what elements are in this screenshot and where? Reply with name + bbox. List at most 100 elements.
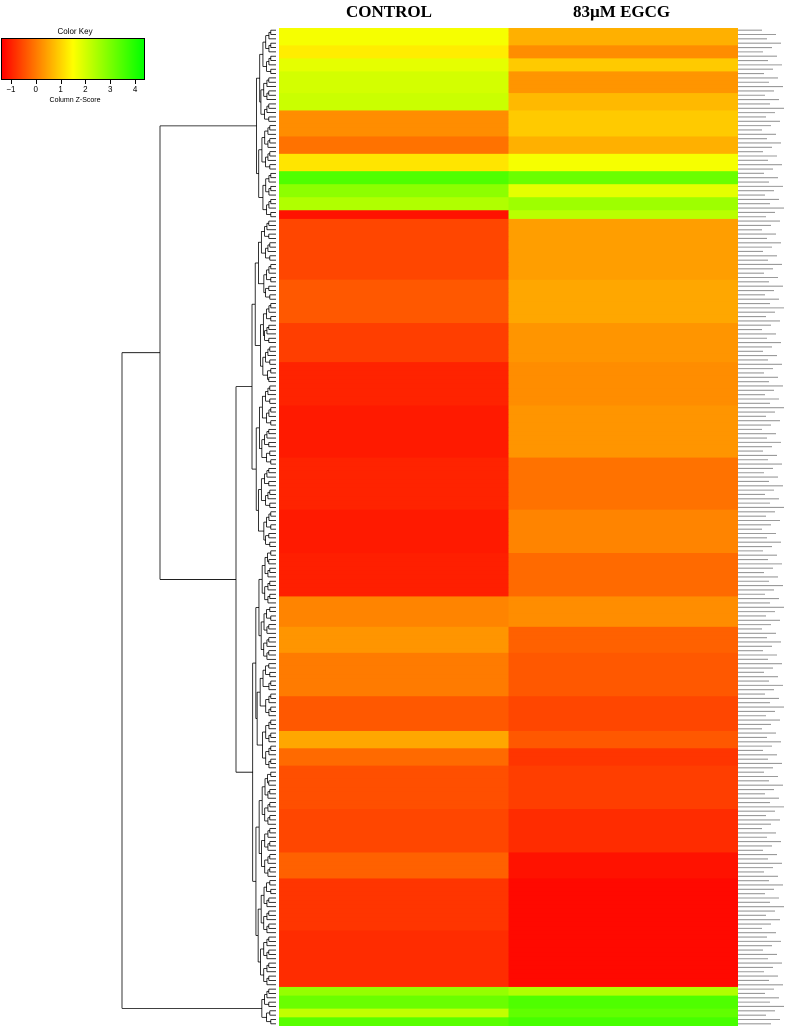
heatmap-cell [279, 822, 510, 827]
heatmap-cell [279, 344, 510, 350]
heatmap-cell [279, 375, 510, 381]
heatmap-cell [508, 379, 738, 385]
heatmap-cell [508, 722, 738, 728]
color-key-tick-label: 0 [33, 85, 38, 94]
heatmap-cell [508, 487, 738, 493]
heatmap-cell [279, 509, 510, 515]
heatmap-cell [508, 665, 738, 671]
heatmap-cell [279, 887, 510, 893]
heatmap-cell [279, 570, 510, 576]
heatmap-cell [508, 683, 738, 689]
heatmap-cell [279, 297, 510, 302]
heatmap-cell [508, 527, 738, 532]
heatmap-cell [279, 431, 510, 437]
heatmap-cell [279, 566, 510, 571]
heatmap-cell [508, 149, 738, 155]
heatmap-cell [279, 826, 510, 832]
heatmap-cell [279, 310, 510, 315]
row-dendrogram [121, 29, 276, 1025]
heatmap-cell [508, 492, 738, 498]
heatmap-cell [279, 67, 510, 72]
heatmap-cell [279, 934, 510, 940]
heatmap-cell [508, 422, 738, 428]
heatmap-cell [508, 765, 738, 771]
heatmap-cell [279, 106, 510, 112]
heatmap-cell [508, 396, 738, 402]
heatmap-cell [279, 383, 510, 389]
heatmap-cell [508, 583, 738, 589]
heatmap-cell [508, 414, 738, 420]
heatmap-cell [279, 683, 510, 689]
heatmap-cell [508, 648, 738, 654]
color-key-xlabel: Column Z-Score [49, 97, 101, 104]
heatmap-cell [508, 804, 738, 810]
heatmap-cell [279, 93, 510, 99]
heatmap-cell [279, 119, 510, 125]
heatmap-cell [279, 631, 510, 637]
heatmap-cell [508, 748, 738, 754]
heatmap-cell [508, 678, 738, 684]
heatmap-cell [279, 461, 510, 467]
heatmap-cell [508, 214, 738, 220]
heatmap-cell [279, 279, 510, 285]
heatmap-cell [279, 474, 510, 480]
color-key-tick [60, 80, 62, 84]
heatmap-cell [508, 934, 738, 940]
heatmap-cell [279, 466, 510, 472]
heatmap-cell [279, 553, 510, 558]
heatmap-cell [279, 913, 510, 919]
heatmap-cell [279, 409, 510, 415]
heatmap-cell [508, 88, 738, 94]
heatmap-cell [508, 778, 738, 784]
heatmap-cell [508, 743, 738, 749]
heatmap-cell [279, 535, 510, 541]
heatmap-cell [508, 639, 738, 645]
heatmap-cell [508, 939, 738, 945]
heatmap-cell [508, 392, 738, 398]
heatmap-cell [279, 262, 510, 268]
heatmap-cell [508, 179, 738, 185]
heatmap-cell [279, 284, 510, 289]
heatmap-cell [508, 900, 738, 906]
heatmap-cell [508, 817, 738, 823]
heatmap-cell [279, 388, 510, 394]
heatmap-cell [508, 119, 738, 125]
heatmap-cell [508, 192, 738, 198]
heatmap-cell [508, 97, 738, 103]
heatmap-cell [279, 986, 510, 992]
heatmap-cell [279, 153, 510, 159]
heatmap-cell [508, 626, 738, 632]
heatmap-cell [279, 644, 510, 650]
heatmap-cell [508, 1021, 738, 1026]
heatmap-cell [508, 657, 738, 663]
heatmap-cell [508, 244, 738, 250]
heatmap-cell [508, 531, 738, 537]
color-key-tick [110, 80, 112, 84]
heatmap-cell [508, 761, 738, 767]
color-key-tick [35, 80, 37, 84]
heatmap-cell [279, 652, 510, 658]
heatmap-cell [279, 813, 510, 819]
heatmap-cell [508, 835, 738, 841]
heatmap-cell [508, 618, 738, 624]
heatmap-cell [279, 323, 510, 328]
heatmap-cell [279, 999, 510, 1005]
heatmap-cell [508, 952, 738, 958]
heatmap-cell [279, 739, 510, 745]
heatmap-cell [279, 266, 510, 272]
heatmap-cell [279, 973, 510, 979]
heatmap-cell [279, 453, 510, 459]
heatmap-cell [508, 227, 738, 233]
heatmap-cell [279, 353, 510, 359]
heatmap-cell [508, 787, 738, 793]
heatmap-cell [508, 132, 738, 138]
heatmap-cell [279, 908, 510, 914]
heatmap-cell [279, 791, 510, 797]
heatmap-cell [279, 596, 510, 602]
heatmap-cell [279, 895, 510, 901]
heatmap-cell [279, 756, 510, 762]
heatmap-cell [279, 544, 510, 550]
heatmap-cell [279, 969, 510, 975]
heatmap-cell [508, 453, 738, 459]
heatmap-cell [508, 704, 738, 710]
